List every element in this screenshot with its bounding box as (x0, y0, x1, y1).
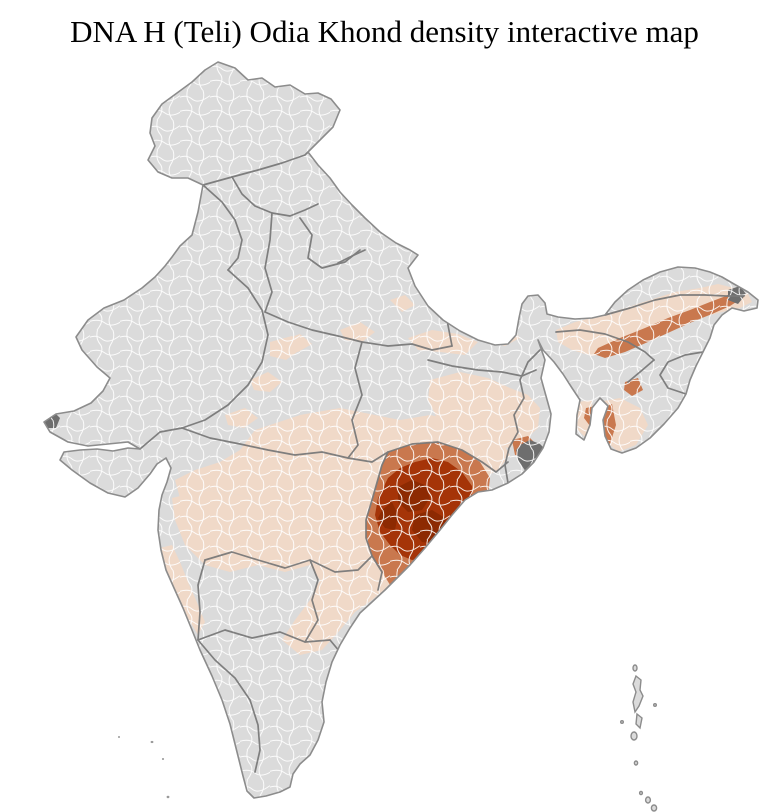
state-border (197, 639, 261, 773)
state-border (604, 294, 745, 316)
state-border (202, 184, 243, 271)
state-border (204, 551, 373, 573)
page-title: DNA H (Teli) Odia Khond density interact… (70, 14, 699, 49)
state-border (202, 151, 309, 186)
region-low-tamilnadu-patch[interactable] (328, 686, 352, 706)
state-border (299, 217, 361, 269)
state-border (347, 341, 363, 459)
state-border (365, 451, 389, 591)
india-outline (43, 61, 759, 799)
state-border (627, 359, 655, 383)
state-border (337, 249, 366, 264)
andaman-nicobar-islands (620, 664, 658, 812)
state-border (304, 559, 319, 643)
state-border (181, 427, 389, 463)
state-border (387, 441, 509, 473)
state-border (264, 212, 273, 313)
state-border (197, 559, 206, 641)
lakshadweep-islands (118, 736, 170, 799)
state-border (427, 359, 537, 377)
state-border (659, 351, 704, 395)
state-border (197, 629, 331, 643)
state-border (504, 349, 541, 484)
state-border (555, 329, 655, 361)
state-border (139, 269, 269, 450)
